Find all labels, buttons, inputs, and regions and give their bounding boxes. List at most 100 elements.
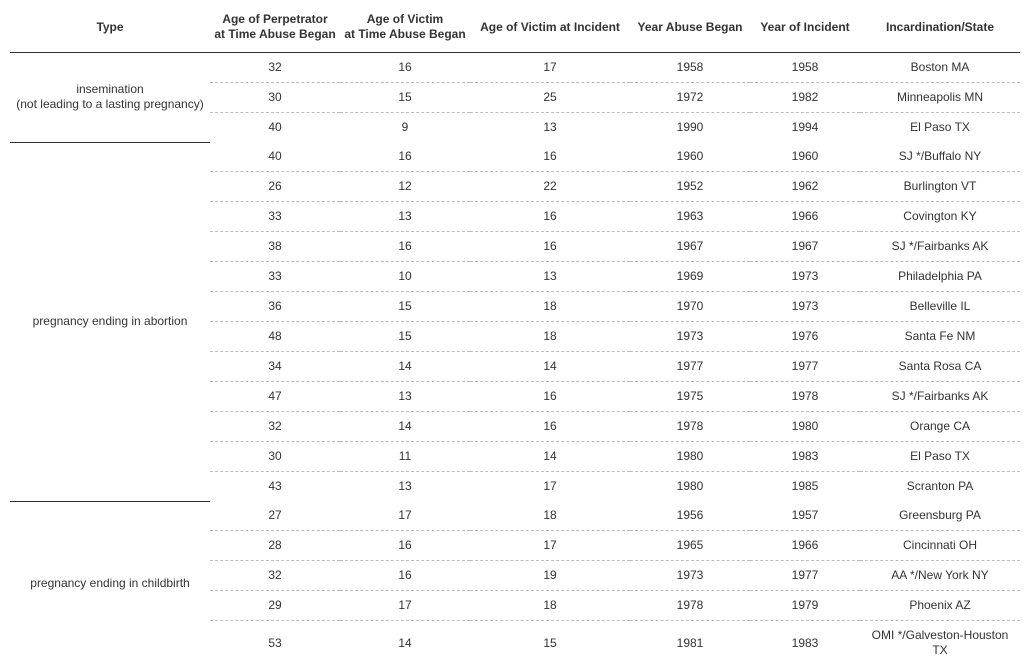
cell-year-incident: 1957	[750, 501, 860, 531]
cell-victim-begin: 15	[340, 83, 470, 113]
col-year-begin: Year Abuse Began	[630, 6, 750, 53]
cell-year-incident: 1973	[750, 292, 860, 322]
cell-perp-age: 27	[210, 501, 340, 531]
cell-year-begin: 1965	[630, 531, 750, 561]
cell-year-incident: 1982	[750, 83, 860, 113]
cell-victim-begin: 13	[340, 202, 470, 232]
cell-year-begin: 1963	[630, 202, 750, 232]
cell-state: Minneapolis MN	[860, 83, 1020, 113]
cell-victim-begin: 16	[340, 561, 470, 591]
cell-victim-incident: 18	[470, 322, 630, 352]
cell-year-begin: 1990	[630, 113, 750, 143]
cell-victim-incident: 16	[470, 232, 630, 262]
cell-perp-age: 36	[210, 292, 340, 322]
cell-year-begin: 1969	[630, 262, 750, 292]
table-row: insemination(not leading to a lasting pr…	[10, 53, 1020, 83]
cell-perp-age: 30	[210, 83, 340, 113]
cell-year-incident: 1983	[750, 621, 860, 665]
cell-state: Burlington VT	[860, 172, 1020, 202]
cell-victim-begin: 16	[340, 142, 470, 172]
col-type: Type	[10, 6, 210, 53]
cell-year-incident: 1979	[750, 591, 860, 621]
cell-year-begin: 1960	[630, 142, 750, 172]
cell-perp-age: 40	[210, 113, 340, 143]
cell-perp-age: 28	[210, 531, 340, 561]
type-cell: pregnancy ending in childbirth	[10, 501, 210, 665]
cell-perp-age: 47	[210, 382, 340, 412]
cell-year-incident: 1994	[750, 113, 860, 143]
cell-victim-begin: 13	[340, 472, 470, 502]
cell-year-incident: 1966	[750, 202, 860, 232]
col-state: Incardination/State	[860, 6, 1020, 53]
cell-perp-age: 43	[210, 472, 340, 502]
cell-victim-incident: 17	[470, 531, 630, 561]
cell-perp-age: 30	[210, 442, 340, 472]
cell-victim-begin: 16	[340, 531, 470, 561]
table-body: insemination(not leading to a lasting pr…	[10, 53, 1020, 665]
cell-perp-age: 48	[210, 322, 340, 352]
cell-year-incident: 1985	[750, 472, 860, 502]
cell-year-begin: 1978	[630, 412, 750, 442]
cell-year-begin: 1956	[630, 501, 750, 531]
cell-victim-incident: 16	[470, 382, 630, 412]
cell-state: Philadelphia PA	[860, 262, 1020, 292]
table-container: Type Age of Perpetratorat Time Abuse Beg…	[0, 0, 1030, 665]
cell-victim-begin: 14	[340, 621, 470, 665]
cell-state: El Paso TX	[860, 442, 1020, 472]
cell-victim-begin: 17	[340, 501, 470, 531]
cell-victim-incident: 18	[470, 501, 630, 531]
cell-state: Belleville IL	[860, 292, 1020, 322]
cell-state: Orange CA	[860, 412, 1020, 442]
cell-perp-age: 32	[210, 412, 340, 442]
cell-perp-age: 26	[210, 172, 340, 202]
cell-victim-incident: 17	[470, 53, 630, 83]
cell-victim-begin: 10	[340, 262, 470, 292]
cell-year-incident: 1958	[750, 53, 860, 83]
cell-victim-incident: 16	[470, 142, 630, 172]
cell-victim-incident: 14	[470, 352, 630, 382]
cell-victim-incident: 18	[470, 292, 630, 322]
cell-year-begin: 1970	[630, 292, 750, 322]
cell-perp-age: 29	[210, 591, 340, 621]
cell-victim-incident: 18	[470, 591, 630, 621]
cell-year-begin: 1952	[630, 172, 750, 202]
cell-perp-age: 53	[210, 621, 340, 665]
cell-state: SJ */Fairbanks AK	[860, 232, 1020, 262]
cell-year-begin: 1977	[630, 352, 750, 382]
cell-year-begin: 1973	[630, 561, 750, 591]
cell-victim-begin: 11	[340, 442, 470, 472]
cell-perp-age: 32	[210, 53, 340, 83]
table-row: pregnancy ending in childbirth2717181956…	[10, 501, 1020, 531]
cell-victim-incident: 19	[470, 561, 630, 591]
cell-state: Santa Fe NM	[860, 322, 1020, 352]
type-cell: pregnancy ending in abortion	[10, 142, 210, 501]
cell-year-incident: 1962	[750, 172, 860, 202]
cell-perp-age: 40	[210, 142, 340, 172]
cell-year-incident: 1967	[750, 232, 860, 262]
cell-year-begin: 1978	[630, 591, 750, 621]
cell-perp-age: 32	[210, 561, 340, 591]
cell-year-incident: 1966	[750, 531, 860, 561]
type-cell: insemination(not leading to a lasting pr…	[10, 53, 210, 143]
cell-victim-incident: 13	[470, 113, 630, 143]
cell-perp-age: 38	[210, 232, 340, 262]
cell-year-incident: 1978	[750, 382, 860, 412]
col-perp-age: Age of Perpetratorat Time Abuse Began	[210, 6, 340, 53]
cell-year-begin: 1967	[630, 232, 750, 262]
cell-year-incident: 1977	[750, 352, 860, 382]
cell-state: Greensburg PA	[860, 501, 1020, 531]
col-victim-incident: Age of Victim at Incident	[470, 6, 630, 53]
cell-year-incident: 1976	[750, 322, 860, 352]
cell-victim-begin: 15	[340, 322, 470, 352]
cell-year-begin: 1981	[630, 621, 750, 665]
cell-year-incident: 1977	[750, 561, 860, 591]
cell-victim-begin: 15	[340, 292, 470, 322]
cell-state: Scranton PA	[860, 472, 1020, 502]
cell-year-begin: 1975	[630, 382, 750, 412]
cell-state: Covington KY	[860, 202, 1020, 232]
cell-victim-begin: 13	[340, 382, 470, 412]
cell-victim-incident: 17	[470, 472, 630, 502]
cell-victim-incident: 14	[470, 442, 630, 472]
cell-victim-incident: 15	[470, 621, 630, 665]
table-header: Type Age of Perpetratorat Time Abuse Beg…	[10, 6, 1020, 53]
